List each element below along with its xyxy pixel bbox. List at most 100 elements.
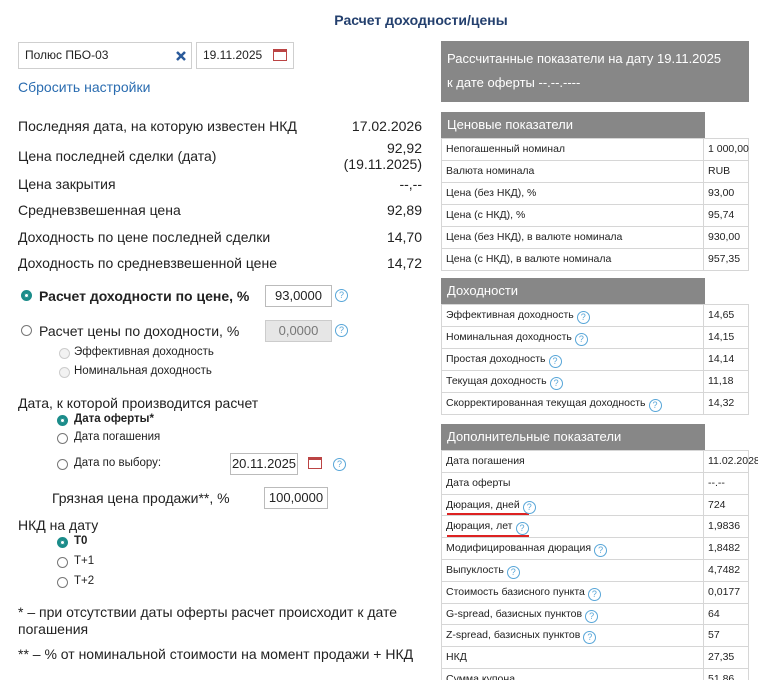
row-label-cell: Дюрация, лет [441,515,704,539]
row-value-cell: 1,8482 [703,537,749,560]
help-icon[interactable] [335,324,348,337]
help-icon[interactable] [587,587,601,601]
row-value-cell: 14,65 [703,304,749,327]
yield-type-label: Эффективная доходность [74,346,214,358]
help-icon[interactable] [549,377,563,390]
radio-button[interactable] [57,459,68,470]
info-label: Средневзвешенная цена [18,202,181,218]
option-label: Расчет доходности по цене, % [39,288,250,304]
date-value: 19.11.2025 [203,48,263,62]
row-label-cell: Дата погашения [441,450,704,473]
info-value: 14,72 [386,255,422,271]
row-label: Стоимость базисного пункта [446,585,585,598]
row-label: Модифицированная дюрация [446,542,592,555]
row-value-cell: 957,35 [703,248,749,271]
row-label-cell: Валюта номинала [441,160,704,183]
info-label: Последняя дата, на которую известен НКД [18,118,297,134]
row-label: Дата оферты [446,476,511,489]
row-label: Дюрация, лет [446,520,513,533]
row-label: Скорректированная текущая доходность [446,397,646,409]
row-value-cell: 724 [703,493,749,517]
section-header: Доходности [441,278,705,304]
help-icon[interactable] [548,355,562,368]
dirty-price-input[interactable]: 100,0000 [264,487,328,509]
radio-button[interactable] [57,537,68,548]
row-label-cell: Цена (без НКД), в валюте номинала [441,226,704,249]
row-label: Эффективная доходность [446,309,574,321]
row-label-cell: Простая доходность [441,348,704,371]
nkd-option-label: T0 [74,535,88,547]
row-value-cell: 4,7482 [703,559,749,582]
row-label: НКД [446,651,467,664]
row-value-cell: 14,32 [703,392,749,415]
help-icon[interactable] [522,500,536,514]
row-label: Цена (с НКД), % [446,209,526,221]
option-input: 0,0000 [265,320,332,342]
yield-type-label: Номинальная доходность [74,365,212,377]
info-value: 92,89 [386,202,422,218]
help-icon[interactable] [515,522,529,536]
info-label: Цена закрытия [18,176,116,192]
row-label-cell: Номинальная доходность [441,326,704,349]
row-label: Дюрация, дней [446,498,520,511]
radio-button[interactable] [57,557,68,568]
help-icon[interactable] [335,289,348,302]
help-icon[interactable] [583,631,597,645]
row-value-cell: 95,74 [703,204,749,227]
clear-icon[interactable] [175,50,187,62]
row-label: Дата погашения [446,455,525,467]
row-value-cell: 93,00 [703,182,749,205]
row-label-cell: Сумма купона [441,668,704,680]
date-option-label: Дата по выбору: [74,457,162,469]
help-icon[interactable] [576,311,590,324]
reset-link[interactable]: Сбросить настройки [18,79,151,95]
help-icon[interactable] [506,566,520,579]
footnote: ** – % от номинальной стоимости на момен… [18,646,414,662]
help-icon[interactable] [333,458,346,471]
help-icon[interactable] [574,333,588,346]
bond-name: Полюс ПБО-03 [25,48,109,62]
help-icon[interactable] [648,399,662,412]
row-label-cell: G-spread, базисных пунктов [441,602,704,626]
info-value: 17.02.2026 [351,118,422,134]
row-label-cell: НКД [441,646,704,669]
row-label-cell: Выпуклость [441,559,704,582]
row-label-cell: Скорректированная текущая доходность [441,392,704,415]
row-label: Сумма купона [446,673,516,680]
radio-button[interactable] [57,577,68,588]
row-value-cell: --.-- [703,471,749,495]
info-label: Доходность по средневзвешенной цене [18,255,277,271]
row-label: Валюта номинала [446,165,535,177]
radio-button[interactable] [21,325,32,336]
radio-button[interactable] [57,415,68,426]
results-header: Рассчитанные показатели на дату 19.11.20… [441,41,749,102]
row-value-cell: 57 [703,624,749,648]
bond-input[interactable]: Полюс ПБО-03 [18,42,192,69]
calendar-icon[interactable] [273,49,287,61]
row-value-cell: 64 [703,602,749,626]
radio-button [59,367,70,378]
calendar-icon[interactable] [308,457,322,469]
row-label-cell: Цена (с НКД), в валюте номинала [441,248,704,271]
row-value-cell: RUB [703,160,749,183]
nkd-option-label: T+2 [74,575,95,587]
date-title: Дата, к которой производится расчет [18,395,259,411]
row-label: G-spread, базисных пунктов [446,607,583,620]
info-label: Цена последней сделки (дата) [18,148,217,164]
help-icon[interactable] [594,544,608,558]
date-option-label: Дата оферты* [74,413,154,425]
row-label-cell: Дюрация, дней [441,493,704,517]
info-value: 14,70 [386,229,422,245]
section-header: Ценовые показатели [441,112,705,138]
underline [447,513,529,515]
radio-button[interactable] [21,290,32,301]
row-value-cell: 27,35 [703,646,749,669]
row-label: Цена (с НКД), в валюте номинала [446,253,612,265]
row-label: Выпуклость [446,564,504,576]
option-input[interactable]: 93,0000 [265,285,332,307]
help-icon[interactable] [585,609,599,623]
custom-date-input[interactable]: 20.11.2025 [230,453,298,475]
radio-button[interactable] [57,433,68,444]
date-input[interactable]: 19.11.2025 [196,42,294,69]
